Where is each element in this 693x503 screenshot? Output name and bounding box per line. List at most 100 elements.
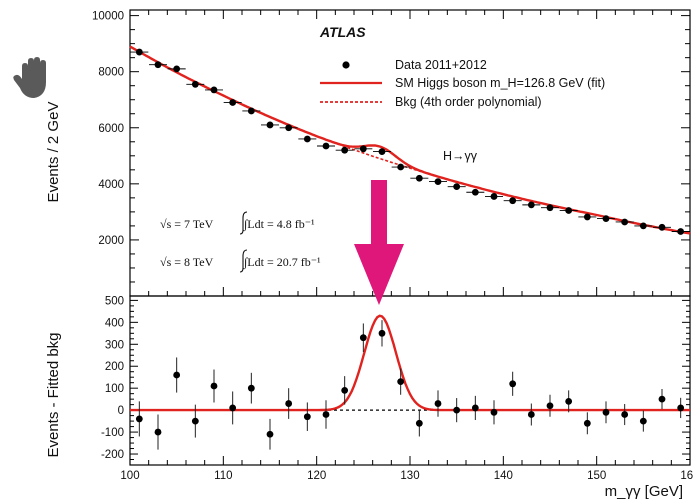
top-data-point bbox=[341, 146, 349, 154]
legend: Data 2011+2012 SM Higgs boson m_H=126.8 … bbox=[320, 58, 605, 109]
bottom-data-point bbox=[378, 329, 386, 337]
lumi-7tev-energy: √s = 7 TeV bbox=[160, 217, 214, 231]
top-data-point bbox=[415, 174, 423, 182]
top-frame bbox=[129, 9, 691, 297]
top-data-point bbox=[639, 222, 647, 230]
top-data-point bbox=[247, 107, 255, 115]
bottom-data-point bbox=[453, 406, 461, 414]
top-panel: 2000 4000 6000 8000 10000 bbox=[92, 9, 691, 297]
integral-sign-7tev bbox=[239, 211, 248, 235]
bottom-data-point bbox=[527, 411, 535, 418]
top-ytick-label: 8000 bbox=[98, 67, 124, 79]
top-ytick-label: 4000 bbox=[98, 179, 124, 191]
bottom-data-point bbox=[415, 419, 423, 427]
bottom-xtick-label: 120 bbox=[307, 470, 326, 482]
bottom-data-point bbox=[397, 378, 405, 385]
top-data-point bbox=[658, 223, 666, 231]
background-fit-curve bbox=[129, 45, 691, 235]
hand-cursor-icon bbox=[13, 57, 47, 98]
xlabel: m_γγ [GeV] bbox=[605, 483, 683, 500]
integral-sign-8tev bbox=[239, 249, 248, 273]
top-data-point bbox=[546, 204, 554, 212]
residual-signal-curve bbox=[130, 314, 690, 412]
bottom-data-point bbox=[434, 400, 442, 407]
top-data-point bbox=[677, 228, 685, 235]
bottom-ytick-label: -100 bbox=[101, 427, 124, 439]
legend-bkg-label: Bkg (4th order polynomial) bbox=[395, 95, 542, 109]
bottom-ytick-label: 100 bbox=[105, 383, 124, 395]
bottom-ytick-label: -200 bbox=[101, 449, 124, 461]
top-data-point bbox=[191, 80, 199, 88]
bottom-data-point bbox=[471, 404, 479, 412]
lumi-7tev-value: ∫Ldt = 4.8 fb⁻¹ bbox=[243, 217, 315, 231]
top-ylabel: Events / 2 GeV bbox=[45, 102, 62, 203]
legend-signal-label: SM Higgs boson m_H=126.8 GeV (fit) bbox=[395, 76, 605, 90]
top-ytick-label: 10000 bbox=[92, 11, 124, 23]
bottom-data-point bbox=[135, 415, 143, 423]
bottom-data-point bbox=[509, 380, 517, 388]
bottom-ytick-label: 400 bbox=[105, 317, 124, 329]
top-data-point bbox=[285, 124, 293, 132]
bottom-data-point bbox=[210, 382, 218, 390]
bottom-data-point bbox=[602, 408, 610, 416]
bottom-data-point bbox=[621, 411, 629, 418]
top-data-point bbox=[229, 99, 237, 106]
atlas-label: ATLAS bbox=[319, 24, 366, 40]
bottom-ytick-label: 300 bbox=[105, 339, 124, 351]
bottom-data-point bbox=[266, 430, 274, 438]
top-data-point bbox=[602, 215, 610, 223]
bottom-data-point bbox=[658, 395, 666, 403]
bottom-ylabel: Events - Fitted bkg bbox=[45, 332, 62, 457]
highlight-arrow bbox=[354, 180, 404, 305]
top-data-point bbox=[509, 197, 517, 205]
top-data-point bbox=[322, 142, 330, 150]
bottom-ytick-label: 0 bbox=[118, 405, 124, 417]
bottom-xtick-label: 130 bbox=[400, 470, 419, 482]
top-data-point bbox=[378, 148, 386, 155]
bottom-panel: -200 -100 0 100 200 300 400 500 100 110 120 130 140 1… bbox=[101, 295, 693, 482]
bottom-data-point bbox=[173, 371, 181, 379]
bottom-data-point bbox=[639, 417, 647, 425]
top-data-point bbox=[359, 145, 367, 153]
bottom-data-point bbox=[677, 404, 685, 412]
top-data-point bbox=[527, 201, 535, 209]
top-data-point bbox=[434, 178, 442, 186]
top-data-point bbox=[490, 193, 498, 200]
bottom-data-point bbox=[322, 411, 330, 418]
bottom-data-point bbox=[285, 400, 293, 407]
bottom-data-point bbox=[154, 428, 162, 436]
bottom-xtick-label: 100 bbox=[120, 470, 139, 482]
bottom-data-point bbox=[247, 384, 255, 392]
bottom-data-point bbox=[341, 386, 349, 394]
signal-plus-bkg-curve bbox=[129, 45, 691, 235]
channel-label: H→γγ bbox=[443, 149, 478, 163]
top-data-point bbox=[210, 86, 218, 94]
top-data-point bbox=[135, 48, 143, 56]
top-data-point bbox=[621, 218, 629, 226]
legend-data-marker bbox=[342, 61, 350, 69]
legend-data-label: Data 2011+2012 bbox=[395, 58, 487, 72]
top-ytick-label: 6000 bbox=[98, 123, 124, 135]
bottom-data-point bbox=[490, 408, 498, 416]
bottom-data-point bbox=[583, 419, 591, 427]
bottom-data-point bbox=[229, 404, 237, 412]
bottom-data-point bbox=[303, 413, 311, 421]
top-ytick-label: 2000 bbox=[98, 235, 124, 247]
bottom-data-point bbox=[191, 417, 199, 425]
top-data-point bbox=[266, 121, 274, 129]
top-data-point bbox=[583, 213, 591, 221]
top-data-point bbox=[173, 65, 181, 73]
bottom-xtick-label: 160 bbox=[680, 470, 693, 482]
bottom-data-point bbox=[546, 402, 554, 410]
lumi-8tev-energy: √s = 8 TeV bbox=[160, 255, 214, 269]
top-data-point bbox=[397, 163, 405, 171]
bottom-ytick-label: 500 bbox=[105, 295, 124, 307]
top-data-point bbox=[565, 207, 573, 214]
bottom-data-point bbox=[359, 334, 367, 342]
top-data-point bbox=[453, 183, 461, 191]
bottom-data-point bbox=[565, 397, 573, 405]
top-data-point bbox=[303, 135, 311, 143]
bottom-xtick-label: 150 bbox=[587, 470, 606, 482]
lumi-8tev-value: ∫Ldt = 20.7 fb⁻¹ bbox=[243, 255, 321, 269]
